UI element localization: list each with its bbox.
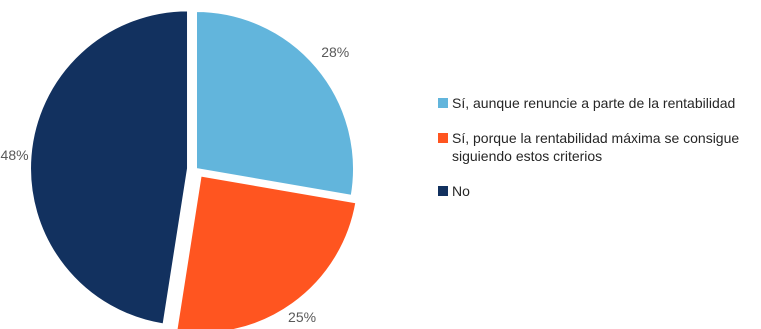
pie-slice-no: [29, 9, 190, 326]
data-label-porque: 25%: [288, 309, 316, 325]
pie-slice-porque: [175, 174, 358, 329]
legend-label-aunque: Sí, aunque renuncie a parte de la rentab…: [452, 95, 736, 111]
legend-label-no: No: [452, 183, 470, 199]
legend-swatch-aunque: [438, 98, 448, 108]
data-label-no: 48%: [1, 147, 29, 163]
legend-item-no: No: [438, 182, 758, 200]
legend-item-aunque: Sí, aunque renuncie a parte de la rentab…: [438, 94, 758, 112]
data-label-aunque: 28%: [321, 44, 349, 60]
legend-label-porque: Sí, porque la rentabilidad máxima se con…: [452, 130, 740, 164]
legend-swatch-porque: [438, 133, 448, 143]
chart-legend: Sí, aunque renuncie a parte de la rentab…: [438, 94, 758, 217]
legend-item-porque: Sí, porque la rentabilidad máxima se con…: [438, 129, 758, 165]
pie-slice-aunque: [195, 9, 355, 198]
legend-swatch-no: [438, 186, 448, 196]
